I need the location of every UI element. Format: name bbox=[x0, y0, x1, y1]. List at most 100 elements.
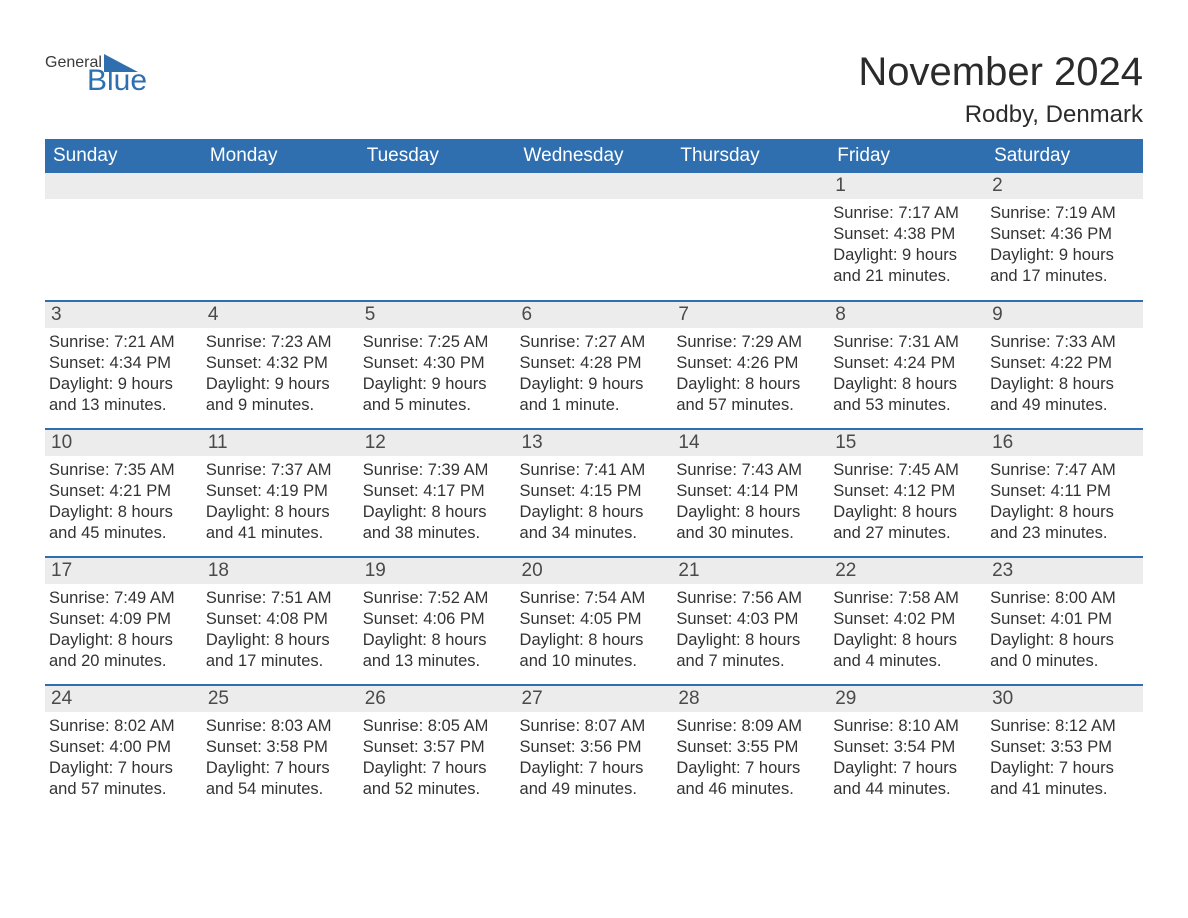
day-number bbox=[202, 173, 359, 199]
day-dl1-line: Daylight: 8 hours bbox=[363, 630, 512, 651]
weekday-header: Monday bbox=[202, 139, 359, 173]
day-sunrise-line: Sunrise: 8:09 AM bbox=[676, 716, 825, 737]
day-number: 8 bbox=[829, 302, 986, 328]
day-number: 28 bbox=[672, 686, 829, 712]
day-dl1-line: Daylight: 7 hours bbox=[833, 758, 982, 779]
weekday-header: Saturday bbox=[986, 139, 1143, 173]
day-dl1-line: Daylight: 8 hours bbox=[833, 374, 982, 395]
day-details: Sunrise: 8:03 AMSunset: 3:58 PMDaylight:… bbox=[202, 712, 359, 804]
day-sunset-line: Sunset: 4:32 PM bbox=[206, 353, 355, 374]
day-sunset-line: Sunset: 4:28 PM bbox=[520, 353, 669, 374]
calendar-day-cell bbox=[516, 173, 673, 301]
title-block: November 2024 Rodby, Denmark bbox=[858, 50, 1143, 129]
day-details: Sunrise: 7:33 AMSunset: 4:22 PMDaylight:… bbox=[986, 328, 1143, 420]
day-sunset-line: Sunset: 3:53 PM bbox=[990, 737, 1139, 758]
day-dl2-line: and 46 minutes. bbox=[676, 779, 825, 800]
calendar-table: Sunday Monday Tuesday Wednesday Thursday… bbox=[45, 139, 1143, 813]
day-number: 4 bbox=[202, 302, 359, 328]
day-dl1-line: Daylight: 8 hours bbox=[990, 630, 1139, 651]
day-number: 3 bbox=[45, 302, 202, 328]
day-number bbox=[45, 173, 202, 199]
day-sunset-line: Sunset: 4:03 PM bbox=[676, 609, 825, 630]
day-details: Sunrise: 7:43 AMSunset: 4:14 PMDaylight:… bbox=[672, 456, 829, 548]
calendar-day-cell: 3Sunrise: 7:21 AMSunset: 4:34 PMDaylight… bbox=[45, 301, 202, 429]
day-details: Sunrise: 7:41 AMSunset: 4:15 PMDaylight:… bbox=[516, 456, 673, 548]
day-dl1-line: Daylight: 8 hours bbox=[676, 502, 825, 523]
calendar-day-cell: 22Sunrise: 7:58 AMSunset: 4:02 PMDayligh… bbox=[829, 557, 986, 685]
day-dl2-line: and 1 minute. bbox=[520, 395, 669, 416]
calendar-day-cell: 7Sunrise: 7:29 AMSunset: 4:26 PMDaylight… bbox=[672, 301, 829, 429]
day-details: Sunrise: 7:49 AMSunset: 4:09 PMDaylight:… bbox=[45, 584, 202, 676]
day-number: 30 bbox=[986, 686, 1143, 712]
day-details: Sunrise: 7:23 AMSunset: 4:32 PMDaylight:… bbox=[202, 328, 359, 420]
day-dl1-line: Daylight: 8 hours bbox=[990, 502, 1139, 523]
day-sunset-line: Sunset: 4:17 PM bbox=[363, 481, 512, 502]
day-sunset-line: Sunset: 4:11 PM bbox=[990, 481, 1139, 502]
day-number: 15 bbox=[829, 430, 986, 456]
day-sunset-line: Sunset: 4:38 PM bbox=[833, 224, 982, 245]
day-sunrise-line: Sunrise: 7:35 AM bbox=[49, 460, 198, 481]
day-dl2-line: and 34 minutes. bbox=[520, 523, 669, 544]
calendar-day-cell: 16Sunrise: 7:47 AMSunset: 4:11 PMDayligh… bbox=[986, 429, 1143, 557]
day-number: 25 bbox=[202, 686, 359, 712]
day-sunrise-line: Sunrise: 8:07 AM bbox=[520, 716, 669, 737]
day-dl2-line: and 49 minutes. bbox=[990, 395, 1139, 416]
day-sunset-line: Sunset: 4:08 PM bbox=[206, 609, 355, 630]
day-sunset-line: Sunset: 3:57 PM bbox=[363, 737, 512, 758]
day-details: Sunrise: 7:54 AMSunset: 4:05 PMDaylight:… bbox=[516, 584, 673, 676]
day-sunrise-line: Sunrise: 7:31 AM bbox=[833, 332, 982, 353]
day-dl1-line: Daylight: 7 hours bbox=[990, 758, 1139, 779]
day-sunset-line: Sunset: 4:21 PM bbox=[49, 481, 198, 502]
day-sunset-line: Sunset: 4:30 PM bbox=[363, 353, 512, 374]
calendar-day-cell: 4Sunrise: 7:23 AMSunset: 4:32 PMDaylight… bbox=[202, 301, 359, 429]
day-sunset-line: Sunset: 4:24 PM bbox=[833, 353, 982, 374]
day-dl1-line: Daylight: 8 hours bbox=[833, 630, 982, 651]
day-dl1-line: Daylight: 8 hours bbox=[676, 630, 825, 651]
day-number: 10 bbox=[45, 430, 202, 456]
calendar-day-cell: 10Sunrise: 7:35 AMSunset: 4:21 PMDayligh… bbox=[45, 429, 202, 557]
day-details: Sunrise: 7:45 AMSunset: 4:12 PMDaylight:… bbox=[829, 456, 986, 548]
day-details: Sunrise: 7:29 AMSunset: 4:26 PMDaylight:… bbox=[672, 328, 829, 420]
calendar-week-row: 1Sunrise: 7:17 AMSunset: 4:38 PMDaylight… bbox=[45, 173, 1143, 301]
day-number: 5 bbox=[359, 302, 516, 328]
day-dl2-line: and 17 minutes. bbox=[206, 651, 355, 672]
day-sunset-line: Sunset: 4:14 PM bbox=[676, 481, 825, 502]
calendar-day-cell: 27Sunrise: 8:07 AMSunset: 3:56 PMDayligh… bbox=[516, 685, 673, 813]
calendar-day-cell: 8 Sunrise: 7:31 AMSunset: 4:24 PMDaylight… bbox=[829, 301, 986, 429]
day-dl2-line: and 57 minutes. bbox=[49, 779, 198, 800]
calendar-day-cell: 19Sunrise: 7:52 AMSunset: 4:06 PMDayligh… bbox=[359, 557, 516, 685]
day-sunrise-line: Sunrise: 7:56 AM bbox=[676, 588, 825, 609]
day-sunset-line: Sunset: 4:36 PM bbox=[990, 224, 1139, 245]
calendar-day-cell bbox=[45, 173, 202, 301]
day-dl1-line: Daylight: 8 hours bbox=[206, 630, 355, 651]
day-dl2-line: and 45 minutes. bbox=[49, 523, 198, 544]
calendar-day-cell: 11Sunrise: 7:37 AMSunset: 4:19 PMDayligh… bbox=[202, 429, 359, 557]
day-sunrise-line: Sunrise: 7:47 AM bbox=[990, 460, 1139, 481]
day-details: Sunrise: 8:07 AMSunset: 3:56 PMDaylight:… bbox=[516, 712, 673, 804]
day-sunset-line: Sunset: 4:15 PM bbox=[520, 481, 669, 502]
day-dl2-line: and 0 minutes. bbox=[990, 651, 1139, 672]
day-dl1-line: Daylight: 7 hours bbox=[520, 758, 669, 779]
day-sunrise-line: Sunrise: 7:43 AM bbox=[676, 460, 825, 481]
day-details: Sunrise: 7:25 AMSunset: 4:30 PMDaylight:… bbox=[359, 328, 516, 420]
day-dl2-line: and 20 minutes. bbox=[49, 651, 198, 672]
logo: General Blue bbox=[45, 50, 147, 98]
day-sunrise-line: Sunrise: 8:12 AM bbox=[990, 716, 1139, 737]
weekday-header-row: Sunday Monday Tuesday Wednesday Thursday… bbox=[45, 139, 1143, 173]
day-number: 2 bbox=[986, 173, 1143, 199]
day-dl1-line: Daylight: 9 hours bbox=[990, 245, 1139, 266]
calendar-day-cell: 29Sunrise: 8:10 AMSunset: 3:54 PMDayligh… bbox=[829, 685, 986, 813]
day-number: 26 bbox=[359, 686, 516, 712]
calendar-day-cell: 25Sunrise: 8:03 AMSunset: 3:58 PMDayligh… bbox=[202, 685, 359, 813]
day-sunrise-line: Sunrise: 7:45 AM bbox=[833, 460, 982, 481]
day-dl2-line: and 13 minutes. bbox=[363, 651, 512, 672]
day-dl2-line: and 53 minutes. bbox=[833, 395, 982, 416]
day-number: 22 bbox=[829, 558, 986, 584]
day-dl1-line: Daylight: 8 hours bbox=[49, 630, 198, 651]
calendar-day-cell: 28Sunrise: 8:09 AMSunset: 3:55 PMDayligh… bbox=[672, 685, 829, 813]
day-number: 19 bbox=[359, 558, 516, 584]
day-sunrise-line: Sunrise: 7:17 AM bbox=[833, 203, 982, 224]
calendar-day-cell: 26Sunrise: 8:05 AMSunset: 3:57 PMDayligh… bbox=[359, 685, 516, 813]
day-sunrise-line: Sunrise: 7:23 AM bbox=[206, 332, 355, 353]
day-dl2-line: and 52 minutes. bbox=[363, 779, 512, 800]
